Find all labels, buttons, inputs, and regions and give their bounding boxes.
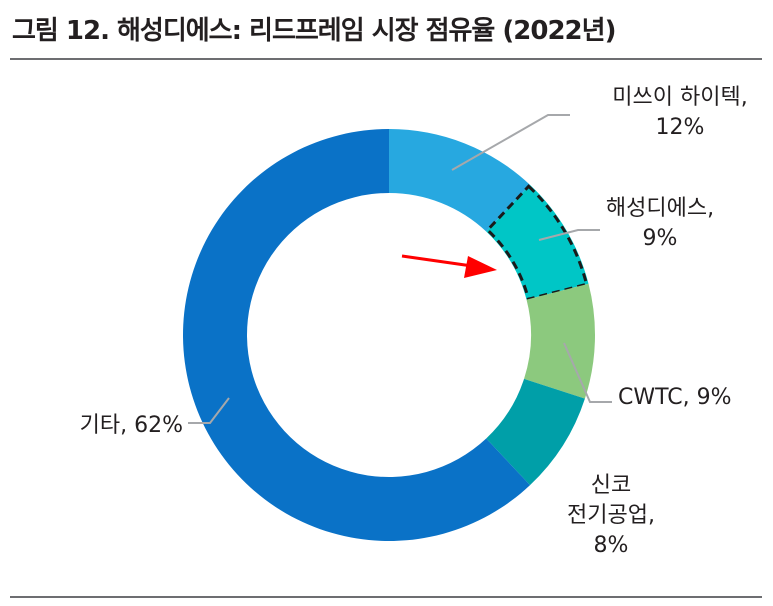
slice-0 xyxy=(389,129,531,232)
slice-label-4: 기타, 62% xyxy=(80,413,183,438)
slice-2 xyxy=(524,283,595,399)
top-divider xyxy=(10,58,762,60)
chart-title: 그림 12. 해성디에스: 리드프레임 시장 점유율 (2022년) xyxy=(12,16,616,46)
slice-label-1: 해성디에스, 9% xyxy=(606,196,714,251)
slice-label-3: 신코 전기공업, 8% xyxy=(567,473,655,558)
slice-3 xyxy=(486,378,585,486)
slice-4 xyxy=(183,129,531,541)
leader-line-1 xyxy=(538,229,600,241)
highlight-arrow xyxy=(401,254,497,278)
slice-label-0: 미쓰이 하이텍, 12% xyxy=(612,85,747,140)
leader-line-0 xyxy=(451,114,570,171)
leader-line-2 xyxy=(563,342,612,403)
slice-1 xyxy=(486,184,589,300)
slice-label-2: CWTC, 9% xyxy=(618,385,732,410)
leader-line-4 xyxy=(188,397,230,424)
bottom-divider xyxy=(10,596,762,598)
